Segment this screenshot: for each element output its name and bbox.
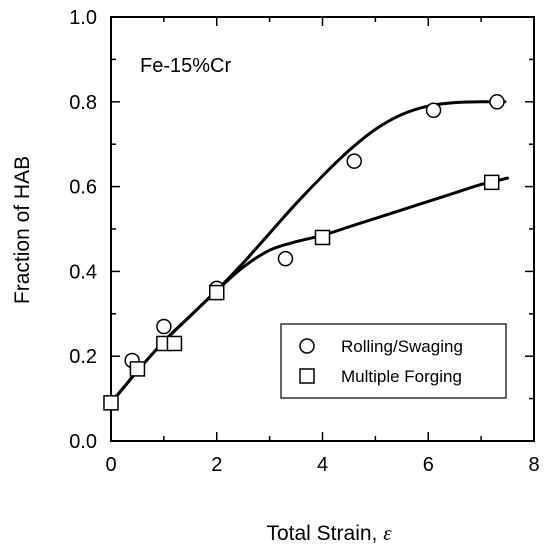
- y-tick-labels: 0.0 0.2 0.4 0.6 0.8 1.0: [69, 7, 97, 453]
- y-tick-label: 0.0: [69, 431, 97, 453]
- legend-label-rolling-swaging: Rolling/Swaging: [341, 337, 463, 356]
- point-multiple-forging: [483, 174, 500, 191]
- fit-curves: [109, 100, 510, 405]
- x-axis-title-text: Total Strain,: [266, 522, 383, 545]
- point-multiple-forging: [129, 361, 146, 377]
- point-rolling-swaging: [425, 102, 442, 119]
- x-axis-title-symbol: ε: [383, 521, 392, 545]
- x-tick-label: 8: [528, 454, 539, 476]
- point-multiple-forging: [103, 395, 119, 411]
- point-rolling-swaging: [156, 318, 172, 335]
- point-multiple-forging: [209, 284, 225, 301]
- y-axis-title: Fraction of HAB: [11, 156, 34, 304]
- y-tick-label: 0.8: [69, 92, 97, 114]
- point-multiple-forging: [166, 335, 183, 352]
- legend-label-multiple-forging: Multiple Forging: [341, 367, 462, 386]
- legend: Rolling/Swaging Multiple Forging: [280, 323, 507, 399]
- y-tick-label: 0.6: [69, 177, 97, 199]
- x-tick-label: 4: [317, 454, 328, 476]
- x-tick-label: 0: [105, 454, 116, 476]
- x-axis-title: Total Strain, ε: [266, 521, 392, 545]
- y-tick-label: 1.0: [69, 7, 97, 29]
- point-rolling-swaging: [346, 153, 362, 169]
- x-tick-label: 6: [423, 454, 434, 476]
- point-rolling-swaging: [489, 94, 505, 110]
- legend-box: [280, 323, 507, 399]
- x-tick-label: 2: [211, 454, 222, 476]
- material-annotation: Fe-15%Cr: [140, 55, 231, 77]
- fit-curve-multiple-forging: [109, 176, 510, 405]
- point-rolling-swaging: [277, 250, 294, 267]
- y-tick-label: 0.4: [69, 261, 97, 283]
- legend-marker-multiple-forging: [299, 368, 315, 384]
- axis-ticks: [110, 16, 535, 442]
- legend-marker-rolling-swaging: [299, 338, 315, 354]
- y-tick-label: 0.2: [69, 346, 97, 368]
- x-tick-labels: 0 2 4 6 8: [105, 454, 539, 476]
- point-multiple-forging: [314, 229, 331, 246]
- data-markers: [103, 94, 505, 411]
